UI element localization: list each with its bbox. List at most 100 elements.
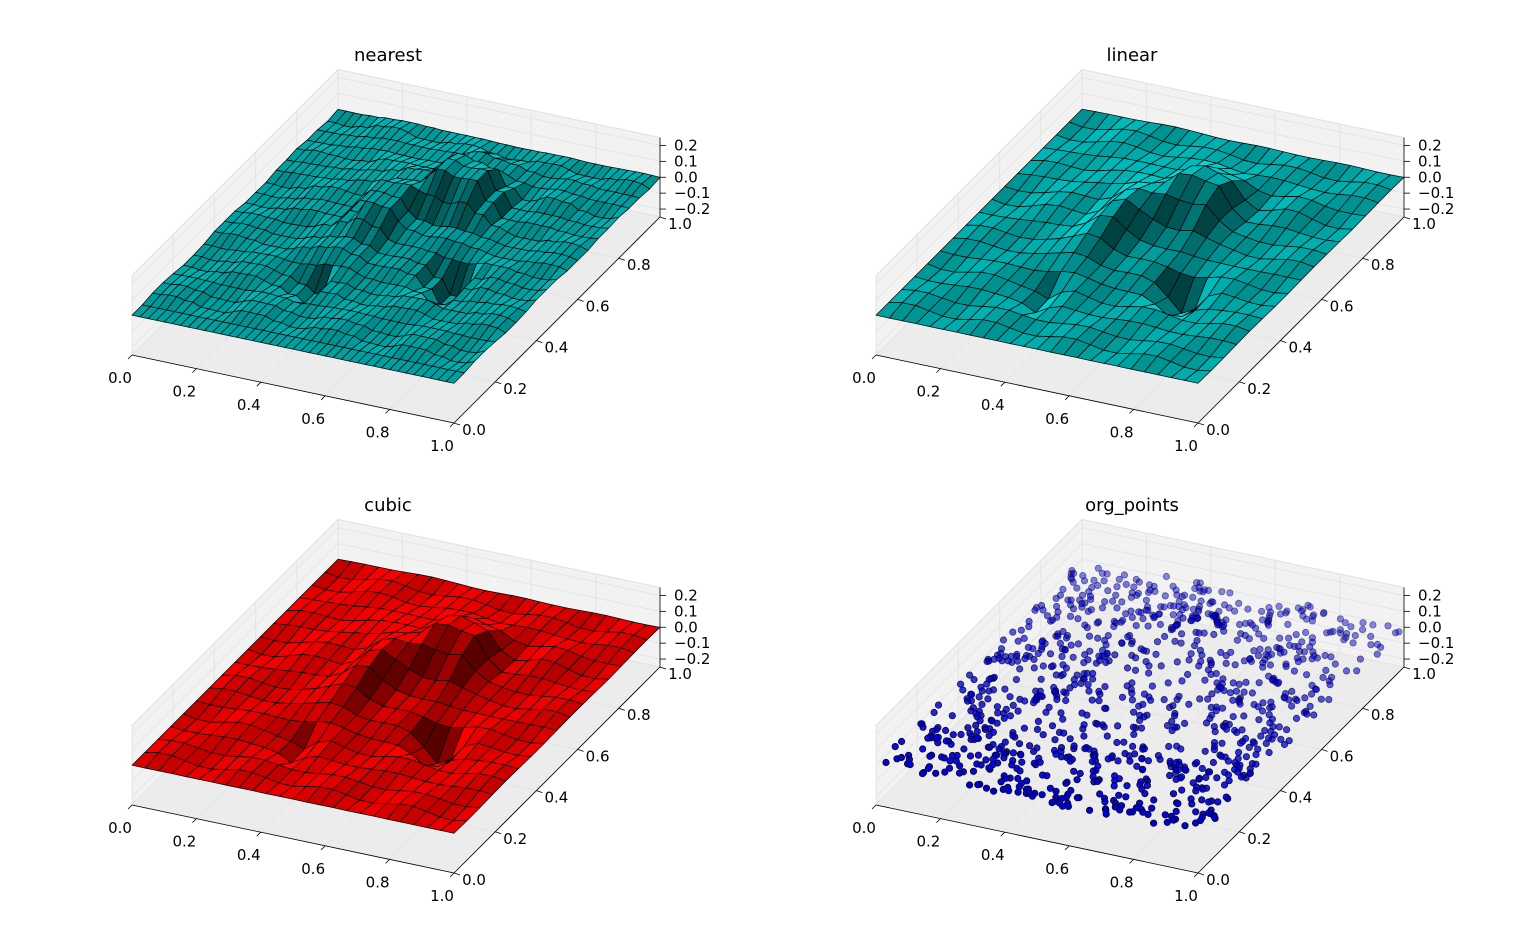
x-tick-label: 0.8 — [1110, 873, 1134, 891]
scatter-point — [1255, 679, 1263, 687]
scatter-point — [1172, 586, 1180, 594]
scatter-point — [1308, 655, 1316, 663]
y-tick-mark — [1197, 872, 1205, 876]
grid-line — [131, 76, 661, 284]
scatter-point — [1088, 696, 1096, 704]
scatter-point — [949, 731, 957, 739]
scatter-point — [1296, 647, 1304, 656]
scatter-point — [1156, 620, 1165, 629]
scatter-point — [1087, 595, 1095, 604]
scatter-point — [1132, 804, 1141, 812]
scatter-point — [972, 721, 980, 730]
scatter-point — [1169, 790, 1178, 798]
scatter-point — [1240, 712, 1248, 720]
scatter-point — [1052, 787, 1060, 795]
scatter-point — [1047, 617, 1055, 625]
scatter-point — [1181, 765, 1189, 774]
scatter-point — [1080, 732, 1088, 740]
scatter-point — [1258, 707, 1267, 715]
y-tick-mark — [659, 666, 667, 670]
x-tick-label: 0.2 — [172, 383, 196, 401]
scatter-point — [1059, 715, 1067, 723]
scatter-point — [1095, 697, 1103, 705]
scatter-point — [990, 655, 998, 663]
scatter-point — [1306, 643, 1314, 651]
scatter-point — [1166, 757, 1174, 766]
scatter-point — [1137, 724, 1146, 732]
x-tick-mark — [871, 804, 877, 810]
scatter-point — [1009, 628, 1017, 636]
scatter-point — [1077, 679, 1085, 688]
scatter-point — [1115, 791, 1123, 799]
scatter-point — [1226, 689, 1235, 697]
surface-facet — [445, 370, 465, 384]
scatter-point — [1101, 682, 1109, 691]
scatter-point — [1342, 667, 1351, 675]
scatter-point — [1264, 621, 1273, 629]
y-tick-mark — [1197, 422, 1205, 426]
scatter-point — [1038, 791, 1046, 799]
scatter-point — [1122, 793, 1130, 801]
scatter-point — [1038, 643, 1046, 651]
scatter-point — [1013, 657, 1022, 665]
scatter-point — [1204, 586, 1213, 595]
scatter-point — [1172, 766, 1180, 774]
scatter-point — [1391, 629, 1400, 637]
scatter-point — [1202, 719, 1211, 727]
y-tick-label: 0.6 — [1330, 747, 1354, 765]
scatter-point — [1008, 761, 1016, 769]
scatter-point — [1006, 693, 1014, 701]
scatter-point — [1084, 607, 1092, 616]
scatter-point — [934, 739, 942, 747]
scatter-point — [1135, 608, 1143, 616]
scatter-point — [1306, 603, 1314, 611]
scatter-point — [1132, 575, 1140, 584]
scatter-point — [1163, 818, 1171, 826]
scatter-point — [977, 761, 985, 769]
scatter-point — [1033, 725, 1042, 734]
scatter-point — [1127, 593, 1136, 601]
scatter-point — [1057, 753, 1065, 761]
scatter-point — [1320, 608, 1328, 617]
scatter-point — [1067, 570, 1075, 578]
scatter-point — [1240, 657, 1249, 665]
scatter-point — [1124, 633, 1132, 641]
scatter-point — [1123, 782, 1131, 790]
scatter-point — [1303, 671, 1311, 679]
scatter-point — [1254, 703, 1262, 711]
scatter-point — [1209, 612, 1218, 621]
scatter-point — [1078, 709, 1086, 717]
scatter-point — [1006, 712, 1015, 720]
x-axis-line — [131, 354, 455, 424]
scatter-point — [1074, 640, 1083, 648]
scatter-point — [1142, 596, 1151, 604]
x-tick-mark — [192, 368, 197, 373]
scatter-point — [1252, 750, 1260, 759]
scatter-point — [1229, 712, 1237, 721]
grid-line — [131, 92, 661, 300]
scatter-point — [1301, 694, 1309, 702]
scatter-point — [1245, 635, 1253, 643]
scatter-point — [1079, 571, 1087, 580]
z-tick-label: 0.0 — [674, 168, 698, 186]
scatter-point — [1209, 758, 1218, 767]
y-tick-label: 0.2 — [503, 830, 527, 848]
scatter-point — [1100, 577, 1108, 585]
scatter-point — [1014, 788, 1022, 796]
scatter-point — [1094, 581, 1102, 590]
scatter-point — [1139, 765, 1147, 773]
z-tick-label: −0.2 — [674, 650, 710, 668]
scatter-point — [1175, 603, 1183, 611]
scatter-point — [1160, 603, 1168, 611]
scatter-point — [1266, 661, 1275, 669]
scatter-point — [1198, 796, 1206, 804]
y-tick-mark — [1239, 831, 1246, 835]
scatter-point — [1030, 655, 1038, 664]
scatter-point — [1139, 614, 1147, 623]
scatter-point — [1157, 662, 1165, 670]
scatter-point — [1178, 677, 1186, 685]
x-tick-label: 1.0 — [1174, 887, 1198, 905]
scatter-point — [1240, 688, 1248, 696]
z-tick-label: −0.1 — [674, 184, 710, 202]
x-axis-line — [875, 804, 1199, 874]
